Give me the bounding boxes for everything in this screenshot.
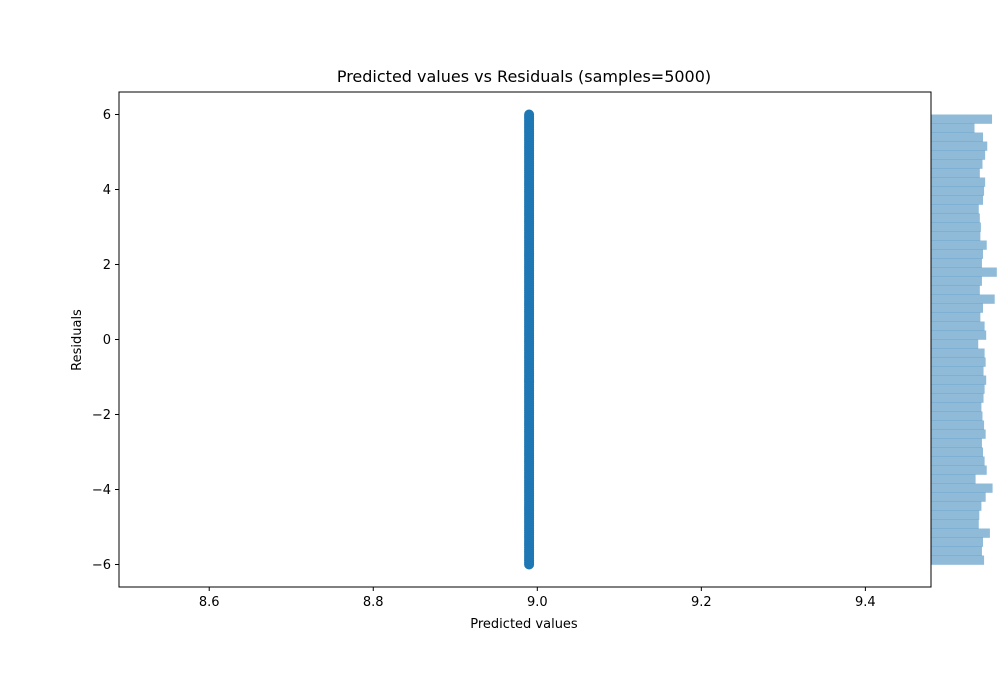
histogram-bar: [931, 465, 987, 475]
y-axis-ticks: 6 4 2 0 −2 −4 −6: [92, 108, 119, 573]
histogram-bar: [931, 285, 980, 295]
histogram-bar: [931, 339, 979, 349]
histogram-bar: [931, 483, 993, 493]
histogram-bar: [931, 366, 984, 376]
histogram-bar: [931, 159, 983, 169]
histogram-bar: [931, 456, 985, 466]
histogram-bar: [931, 330, 987, 340]
y-tick-label: 2: [103, 258, 111, 273]
histogram-bar: [931, 231, 981, 241]
histogram-bar: [931, 258, 982, 268]
y-tick-label: −2: [92, 408, 111, 423]
histogram-bar: [931, 375, 987, 385]
histogram-bar: [931, 348, 985, 358]
histogram-bar: [931, 123, 975, 133]
histogram-bar: [931, 141, 988, 151]
histogram-bar: [931, 510, 980, 520]
histogram-bar: [931, 213, 980, 223]
histogram-bar: [931, 474, 976, 484]
histogram-bar: [931, 294, 995, 304]
histogram-bar: [931, 438, 982, 448]
x-axis-label: Predicted values: [470, 617, 578, 632]
chart-title: Predicted values vs Residuals (samples=5…: [337, 67, 711, 86]
y-axis-label: Residuals: [70, 309, 85, 371]
histogram-bar: [931, 204, 979, 214]
x-tick-label: 9.2: [691, 595, 712, 610]
histogram-bar: [931, 393, 984, 403]
x-tick-label: 9.0: [527, 595, 548, 610]
x-axis-ticks: 8.6 8.8 9.0 9.2 9.4: [199, 587, 876, 610]
scatter-points: [524, 109, 535, 570]
residual-histogram: [931, 114, 997, 565]
histogram-bar: [931, 429, 986, 439]
histogram-bar: [931, 303, 984, 313]
y-tick-label: −6: [92, 558, 111, 573]
histogram-bar: [931, 546, 982, 556]
histogram-bar: [931, 357, 986, 367]
histogram-bar: [931, 384, 985, 394]
histogram-bar: [931, 519, 979, 529]
y-tick-label: 6: [103, 108, 111, 123]
histogram-bar: [931, 132, 984, 142]
histogram-bar: [931, 411, 983, 421]
x-tick-label: 8.8: [363, 595, 384, 610]
histogram-bar: [931, 447, 984, 457]
histogram-bar: [931, 537, 984, 547]
y-tick-label: −4: [92, 483, 111, 498]
histogram-bar: [931, 420, 985, 430]
histogram-bar: [931, 168, 980, 178]
histogram-bar: [931, 267, 997, 277]
x-tick-label: 8.6: [199, 595, 220, 610]
histogram-bar: [931, 249, 984, 259]
histogram-bar: [931, 402, 982, 412]
scatter-point: [524, 109, 535, 120]
histogram-bar: [931, 501, 982, 511]
histogram-bar: [931, 312, 981, 322]
histogram-bar: [931, 240, 987, 250]
histogram-bar: [931, 222, 981, 232]
y-tick-label: 4: [103, 183, 111, 198]
histogram-bar: [931, 114, 993, 124]
histogram-bar: [931, 150, 986, 160]
plot-frame: [118, 91, 932, 588]
histogram-bar: [931, 195, 984, 205]
histogram-bar: [931, 492, 986, 502]
y-tick-label: 0: [103, 333, 111, 348]
histogram-bar: [931, 555, 985, 565]
histogram-bar: [931, 321, 985, 331]
histogram-bar: [931, 177, 986, 187]
x-tick-label: 9.4: [855, 595, 876, 610]
histogram-bar: [931, 186, 985, 196]
histogram-bar: [931, 276, 982, 286]
histogram-bar: [931, 528, 990, 538]
